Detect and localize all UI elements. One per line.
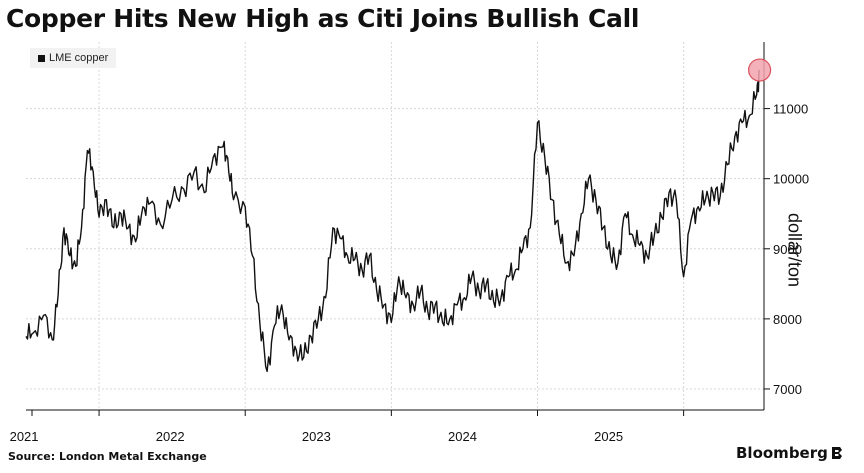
grid-lines [26, 42, 764, 410]
source-note: Source: London Metal Exchange [8, 450, 207, 463]
y-tick-label: 11000 [773, 102, 808, 117]
x-tick-label: 2024 [448, 429, 477, 444]
tick-labels: 7000 8000 9000 10000 11000 2021 2022 2023 2024 20… [10, 102, 810, 444]
brand-name: Bloomberg [736, 444, 828, 462]
series-layer [25, 58, 772, 373]
y-axis-label: dollar/ton [784, 212, 805, 288]
y-tick-label: 10000 [773, 172, 809, 187]
legend-swatch [38, 54, 45, 62]
plot-area [26, 42, 764, 410]
axes [26, 42, 770, 416]
y-tick-label: 8000 [773, 312, 802, 327]
legend-label: LME copper [49, 52, 109, 64]
chart-title: Copper Hits New High as Citi Joins Bulli… [6, 4, 640, 33]
bloomberg-mark-icon [831, 447, 842, 459]
x-tick-label: 2021 [10, 429, 39, 444]
record-high-marker [748, 58, 772, 82]
bloomberg-logo: Bloomberg [736, 444, 843, 462]
chart-legend: LME copper [30, 48, 117, 68]
series-line-lme-copper [25, 69, 761, 373]
y-tick-label: 9000 [773, 242, 802, 257]
x-tick-label: 2022 [156, 429, 185, 444]
x-tick-label: 2023 [302, 429, 331, 444]
x-tick-label: 2025 [594, 429, 623, 444]
y-tick-label: 7000 [773, 382, 802, 397]
